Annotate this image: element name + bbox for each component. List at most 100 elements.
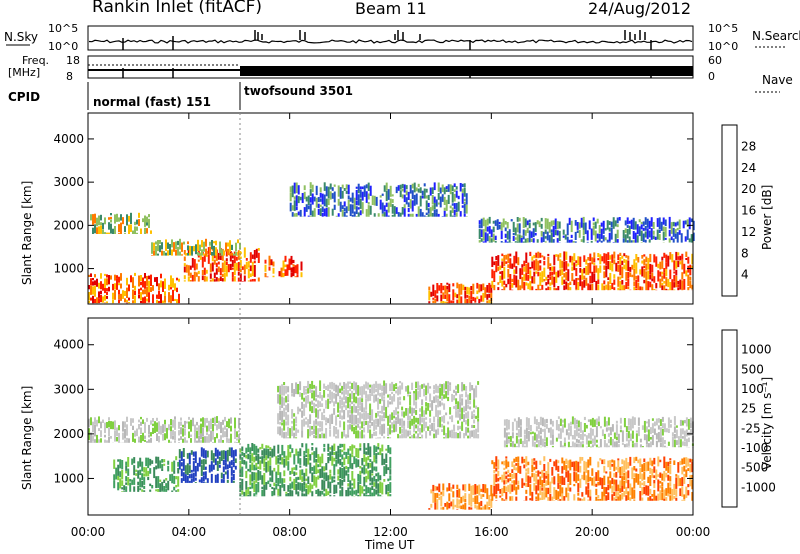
velocity-cell: [671, 432, 674, 437]
power-cell: [211, 252, 214, 262]
power-cell: [451, 191, 454, 203]
power-cell: [144, 296, 146, 304]
power-cell: [608, 221, 611, 225]
velocity-cell: [307, 458, 310, 465]
velocity-cell: [567, 470, 570, 483]
power-cell: [503, 286, 506, 291]
velocity-cell: [607, 484, 610, 491]
velocity-cell: [236, 438, 238, 441]
power-cell: [649, 281, 652, 288]
velocity-cell: [377, 483, 380, 494]
power-cell: [221, 278, 224, 282]
velocity-cell: [287, 414, 290, 426]
velocity-cell: [543, 441, 546, 445]
velocity-colorbar-tick: -500: [741, 461, 768, 475]
velocity-cell: [471, 430, 474, 437]
velocity-cell: [607, 476, 610, 484]
velocity-cell: [333, 426, 336, 437]
velocity-cell: [687, 419, 690, 430]
power-cell: [432, 300, 435, 304]
power-cell: [100, 281, 102, 290]
velocity-cell: [188, 465, 191, 474]
velocity-cell: [461, 407, 464, 419]
velocity-cell: [436, 486, 439, 491]
velocity-cell: [468, 506, 471, 510]
velocity-cell: [589, 496, 592, 501]
power-cell: [529, 270, 532, 279]
velocity-cell: [321, 453, 324, 464]
power-cell: [211, 248, 214, 251]
power-cell: [423, 183, 426, 187]
power-cell: [580, 239, 583, 242]
power-cell: [667, 289, 670, 291]
velocity-cell: [513, 464, 516, 470]
power-cell: [581, 269, 584, 280]
velocity-cell: [411, 418, 414, 426]
power-cell: [613, 259, 616, 265]
power-cell: [343, 211, 346, 217]
power-cell: [499, 271, 502, 274]
velocity-colorbar-frame: [721, 329, 738, 508]
power-cell: [303, 207, 306, 217]
velocity-cell: [599, 477, 602, 486]
velocity-cell: [311, 452, 314, 455]
velocity-cell: [473, 409, 476, 413]
velocity-cell: [289, 444, 292, 449]
power-cell: [385, 190, 388, 202]
velocity-cell: [143, 473, 146, 477]
velocity-cell: [163, 479, 166, 483]
power-cell: [507, 264, 510, 268]
power-cell: [323, 208, 326, 217]
velocity-cell: [155, 465, 158, 470]
velocity-cell: [679, 488, 682, 496]
velocity-cell: [104, 434, 106, 438]
velocity-cell: [505, 444, 508, 448]
velocity-cell: [299, 381, 302, 391]
velocity-cell: [214, 416, 216, 426]
velocity-cell: [543, 492, 546, 500]
velocity-cell: [363, 476, 366, 487]
velocity-cell: [621, 459, 624, 465]
velocity-cell: [627, 418, 630, 426]
power-cell: [301, 193, 304, 203]
velocity-cell: [124, 439, 126, 443]
velocity-cell: [142, 419, 144, 424]
power-cell: [102, 283, 104, 291]
velocity-cell: [325, 463, 328, 471]
velocity-cell: [218, 456, 221, 465]
power-cell: [578, 229, 581, 238]
velocity-cell: [257, 453, 260, 465]
power-cell: [239, 260, 242, 269]
power-cell: [92, 281, 94, 286]
power-cell: [679, 279, 682, 290]
velocity-cell: [619, 480, 622, 488]
power-cell: [307, 205, 310, 210]
velocity-cell: [561, 424, 564, 433]
power-cell: [353, 197, 356, 210]
power-cell: [373, 195, 376, 206]
velocity-cell: [165, 478, 168, 481]
velocity-cell: [547, 473, 550, 486]
velocity-cell: [184, 465, 187, 474]
velocity-cell: [291, 426, 294, 437]
velocity-cell: [393, 410, 396, 416]
velocity-cell: [557, 465, 560, 472]
velocity-cell: [175, 490, 178, 492]
power-cell: [566, 223, 569, 236]
velocity-cell: [617, 444, 620, 448]
power-cell: [241, 266, 244, 270]
velocity-cell: [132, 425, 134, 430]
velocity-cell: [234, 417, 236, 429]
power-cell: [459, 211, 462, 217]
power-cell: [231, 259, 234, 267]
velocity-cell: [383, 412, 386, 419]
power-cell: [624, 220, 627, 226]
velocity-cell: [533, 473, 536, 482]
power-cell: [415, 187, 418, 192]
velocity-cell: [108, 417, 110, 421]
power-cell: [567, 269, 570, 282]
power-cell: [537, 260, 540, 272]
velocity-cell: [591, 444, 594, 448]
velocity-cell: [497, 477, 500, 482]
velocity-cell: [325, 417, 328, 422]
